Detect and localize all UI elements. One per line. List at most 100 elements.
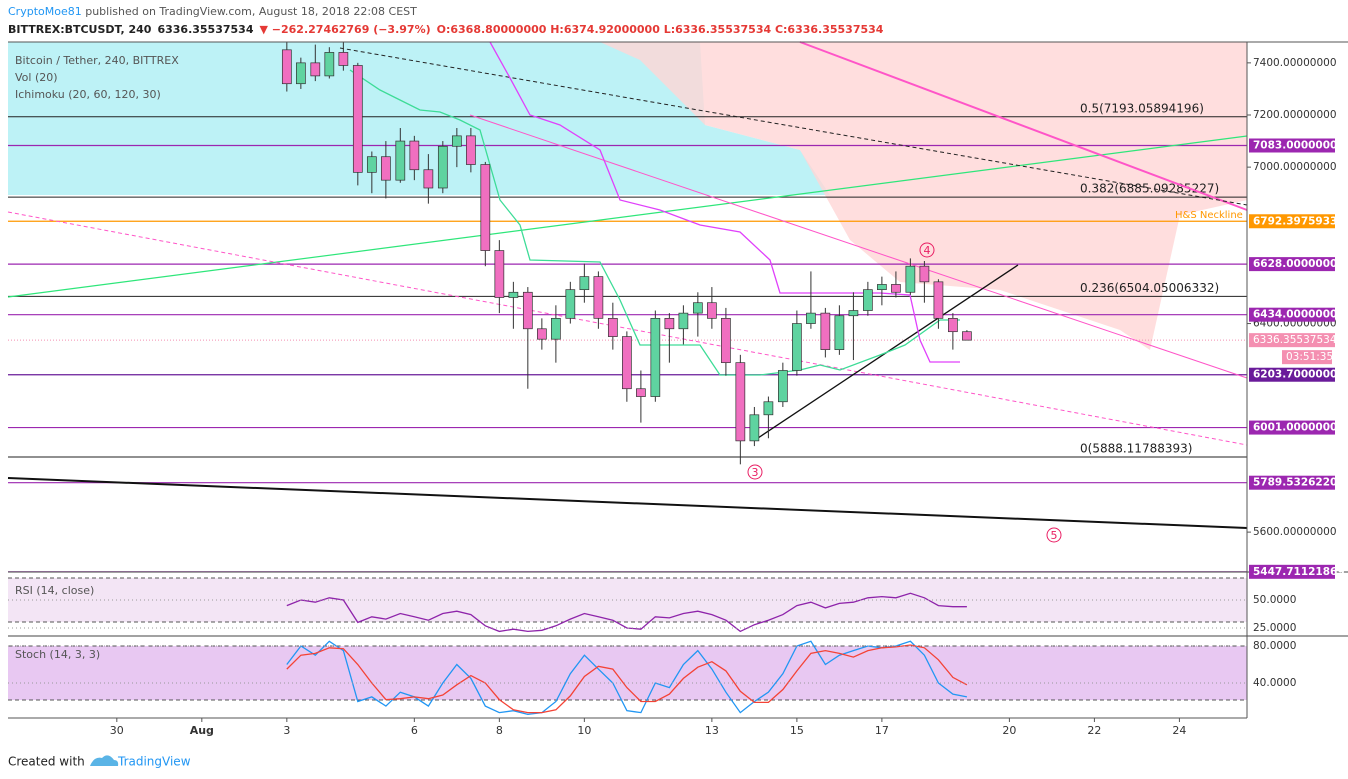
candle-body <box>451 135 462 147</box>
wave-label: 5 <box>1046 527 1062 543</box>
fib-label: 0(5888.11788393) <box>1080 442 1192 456</box>
candle-body <box>281 49 292 85</box>
candle-body <box>749 414 760 442</box>
tenkan-line <box>489 41 960 363</box>
x-tick-label: 10 <box>577 724 591 737</box>
legend-indicator: Vol (20) <box>15 71 58 84</box>
kijun-line <box>349 69 960 376</box>
candle-body <box>692 302 703 314</box>
change: ▼ −262.27462769 (−3.97%) <box>259 23 430 36</box>
candle-body <box>338 52 349 66</box>
stoch-band <box>8 646 1247 700</box>
cloud-bull <box>8 42 830 195</box>
wave-text: 5 <box>1051 529 1058 542</box>
wave-circle <box>747 464 763 480</box>
candle-body <box>593 276 604 319</box>
candle-body <box>381 156 391 181</box>
x-tick-label: 13 <box>705 724 719 737</box>
candle-body <box>735 362 746 442</box>
last-price-box <box>1249 333 1335 348</box>
candle-body <box>636 388 646 397</box>
candle-body <box>848 310 859 317</box>
level-label-box <box>1249 257 1335 272</box>
candle-body <box>948 317 958 333</box>
last-price-label: 6336.35537534 <box>1253 334 1337 346</box>
trendline <box>469 114 1248 379</box>
x-tick-label: 3 <box>283 724 290 737</box>
level-label: 6001.00000000 <box>1253 422 1345 434</box>
trendline <box>7 135 1248 298</box>
footer-brand[interactable]: TradingView <box>117 755 191 769</box>
level-label-box <box>1249 214 1335 229</box>
trendline <box>7 477 1248 529</box>
candle-body <box>919 265 930 283</box>
symbol-line: BITTREX:BTCUSDT, 240 6336.35537534 ▼ −262.… <box>8 23 884 36</box>
candle-body <box>508 291 519 298</box>
candle-body <box>664 317 675 330</box>
candle-body <box>395 140 406 181</box>
trendline <box>7 211 1248 446</box>
candle-body <box>721 317 731 364</box>
y-tick-label: 7200.00000000 <box>1253 109 1337 121</box>
candle-body <box>792 323 802 371</box>
candle-body <box>565 289 576 319</box>
rsi-tick-label: 25.0000 <box>1253 622 1296 634</box>
ohlc: O:6368.80000000 H:6374.92000000 L:6336.3… <box>437 23 884 36</box>
x-tick-label: 15 <box>790 724 804 737</box>
wave-circle <box>919 242 935 258</box>
footer-created: Created with <box>8 755 85 769</box>
candle-body <box>551 317 561 340</box>
candle-body <box>437 145 448 189</box>
neckline-label: H&S Neckline <box>1175 210 1243 221</box>
x-tick-label: 6 <box>411 724 418 737</box>
legend-indicator: Ichimoku (20, 60, 120, 30) <box>15 88 161 101</box>
indicator-line <box>286 644 968 714</box>
author[interactable]: CryptoMoe81 <box>8 5 82 18</box>
level-label: 5789.53262202 <box>1253 477 1345 489</box>
wave-text: 4 <box>924 244 931 257</box>
wave-circle <box>1046 527 1062 543</box>
header-line: CryptoMoe81 published on TradingView.com… <box>8 5 417 18</box>
candle-body <box>806 312 816 324</box>
legend-title: Bitcoin / Tether, 240, BITTREX <box>15 54 179 67</box>
candle-body <box>933 281 944 319</box>
x-tick-label: 22 <box>1087 724 1101 737</box>
candles <box>281 42 972 465</box>
x-tick-label: Aug <box>190 724 214 737</box>
indicator-panels <box>8 592 1247 716</box>
stoch-tick-label: 80.0000 <box>1253 640 1296 652</box>
x-tick-label: 24 <box>1172 724 1186 737</box>
candle-body <box>352 65 363 173</box>
candle-body <box>891 284 901 293</box>
level-label-box <box>1249 138 1335 153</box>
candle-body <box>622 336 632 390</box>
x-tick-label: 8 <box>496 724 503 737</box>
x-tick-label: 17 <box>875 724 889 737</box>
fib-label: 0.236(6504.05006332) <box>1080 281 1219 295</box>
candle-body <box>678 312 689 330</box>
candle-body <box>296 62 306 85</box>
axes: 7400.00000000 7200.00000000 7000.00000000 6… <box>110 57 1345 737</box>
level-label: 6203.70000003 <box>1253 369 1345 381</box>
candle-body <box>962 331 972 341</box>
countdown: 03:51:35 <box>1286 351 1333 363</box>
candle-body <box>820 312 831 350</box>
candle-body <box>707 302 717 319</box>
level-label-box <box>1249 420 1335 435</box>
candle-body <box>863 289 873 311</box>
x-tick-label: 30 <box>110 724 124 737</box>
cloud-bear <box>600 42 1247 350</box>
level-label-box <box>1249 564 1335 579</box>
candle-body <box>905 265 916 293</box>
y-tick-label: 7000.00000000 <box>1253 161 1337 173</box>
candle-body <box>650 317 661 397</box>
symbol: BITTREX:BTCUSDT, 240 <box>8 23 152 36</box>
level-label: 6792.39759337 <box>1253 215 1345 227</box>
published: published on TradingView.com, August 18,… <box>82 5 417 18</box>
level-label-box <box>1249 475 1335 490</box>
logo <box>90 755 119 766</box>
candle-body <box>366 156 377 173</box>
x-tick-label: 20 <box>1002 724 1016 737</box>
rsi-title: RSI (14, close) <box>15 584 94 597</box>
